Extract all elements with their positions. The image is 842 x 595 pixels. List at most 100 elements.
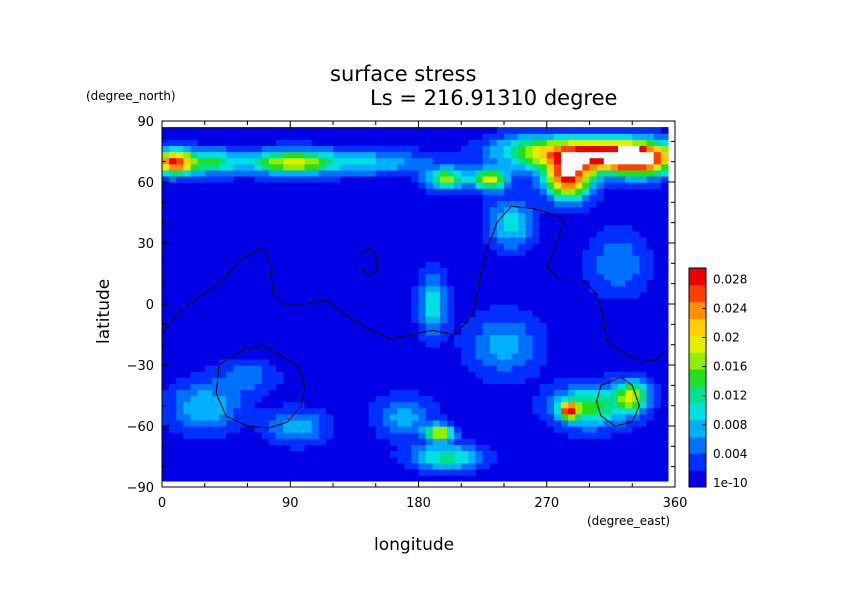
heatmap-cell xyxy=(539,346,548,354)
heatmap-cell xyxy=(382,133,391,140)
heatmap-cell xyxy=(240,145,249,153)
heatmap-cell xyxy=(610,212,619,220)
heatmap-cell xyxy=(283,371,291,378)
heatmap-cell xyxy=(582,383,591,390)
heatmap-cell xyxy=(390,182,398,189)
heatmap-cell xyxy=(176,169,184,177)
heatmap-cell xyxy=(553,468,562,476)
heatmap-cell xyxy=(268,194,277,201)
x-tick-label: 270 xyxy=(534,496,559,511)
heatmap-cell xyxy=(318,419,327,427)
heatmap-cell xyxy=(176,261,184,268)
heatmap-cell xyxy=(418,249,427,256)
heatmap-cell xyxy=(525,212,534,220)
heatmap-cell xyxy=(404,346,412,354)
heatmap-cell xyxy=(240,133,249,140)
heatmap-cell xyxy=(639,328,648,336)
heatmap-cell xyxy=(247,285,256,293)
heatmap-cell xyxy=(575,297,583,305)
heatmap-cell xyxy=(653,395,662,403)
heatmap-cell xyxy=(240,438,249,445)
heatmap-cell xyxy=(475,194,484,201)
heatmap-cell xyxy=(390,243,398,250)
heatmap-cell xyxy=(418,328,427,336)
heatmap-cell xyxy=(204,133,213,140)
heatmap-cell xyxy=(475,243,484,250)
heatmap-cell xyxy=(447,395,455,403)
heatmap-cell xyxy=(546,419,555,427)
heatmap-cell xyxy=(375,279,384,287)
heatmap-cell xyxy=(240,285,249,293)
heatmap-cell xyxy=(532,316,541,323)
heatmap-cell xyxy=(254,236,263,244)
heatmap-cell xyxy=(432,316,441,323)
heatmap-cell xyxy=(561,218,569,226)
heatmap-cell xyxy=(375,249,384,256)
heatmap-cell xyxy=(375,236,384,244)
heatmap-cell xyxy=(589,316,598,323)
heatmap-cell xyxy=(162,450,170,458)
heatmap-cell xyxy=(169,474,177,482)
heatmap-cell xyxy=(226,426,234,433)
heatmap-cell xyxy=(489,358,498,366)
heatmap-cell xyxy=(390,419,398,427)
heatmap-cell xyxy=(297,444,306,451)
heatmap-cell xyxy=(532,304,541,311)
heatmap-cell xyxy=(290,145,298,153)
heatmap-cell xyxy=(247,194,256,201)
heatmap-cell xyxy=(204,224,213,232)
heatmap-cell xyxy=(204,365,213,372)
heatmap-cell xyxy=(589,450,598,458)
heatmap-cell xyxy=(610,444,619,451)
heatmap-cell xyxy=(625,316,633,323)
heatmap-cell xyxy=(561,151,569,159)
heatmap-cell xyxy=(475,310,484,317)
heatmap-cell xyxy=(197,310,206,317)
heatmap-cell xyxy=(454,438,462,445)
heatmap-cell xyxy=(518,419,526,427)
heatmap-cell xyxy=(183,157,192,165)
heatmap-cell xyxy=(603,297,612,305)
heatmap-cell xyxy=(268,182,277,189)
colorbar-segment xyxy=(689,470,706,488)
heatmap-cell xyxy=(632,468,640,476)
heatmap-cell xyxy=(390,371,398,378)
heatmap-cell xyxy=(532,151,541,159)
heatmap-cell xyxy=(653,328,662,336)
heatmap-cell xyxy=(603,163,612,171)
heatmap-cell xyxy=(575,133,583,140)
heatmap-cell xyxy=(532,145,541,153)
heatmap-cell xyxy=(247,175,256,183)
heatmap-cell xyxy=(211,456,220,464)
heatmap-cell xyxy=(539,389,548,397)
heatmap-cell xyxy=(240,175,249,183)
heatmap-cell xyxy=(390,383,398,390)
heatmap-cell xyxy=(183,267,192,275)
heatmap-cell xyxy=(603,267,612,275)
heatmap-cell xyxy=(183,230,192,238)
heatmap-cell xyxy=(447,377,455,384)
heatmap-cell xyxy=(447,206,455,214)
heatmap-cell xyxy=(375,401,384,409)
heatmap-cell xyxy=(233,163,241,171)
heatmap-cell xyxy=(340,328,348,336)
heatmap-cell xyxy=(553,474,562,482)
heatmap-cell xyxy=(653,175,662,183)
heatmap-cell xyxy=(568,407,576,415)
heatmap-cell xyxy=(226,450,234,458)
heatmap-cell xyxy=(397,243,405,250)
heatmap-cell xyxy=(447,249,455,256)
heatmap-cell xyxy=(162,401,170,409)
heatmap-cell xyxy=(404,407,412,415)
heatmap-cell xyxy=(639,151,648,159)
heatmap-cell xyxy=(425,401,434,409)
heatmap-cell xyxy=(311,243,320,250)
heatmap-cell xyxy=(254,383,263,390)
heatmap-cell xyxy=(525,468,534,476)
heatmap-cell xyxy=(261,401,270,409)
heatmap-cell xyxy=(311,401,320,409)
heatmap-cell xyxy=(504,310,512,317)
heatmap-cell xyxy=(325,230,334,238)
heatmap-cell xyxy=(632,383,640,390)
heatmap-cell xyxy=(639,169,648,177)
